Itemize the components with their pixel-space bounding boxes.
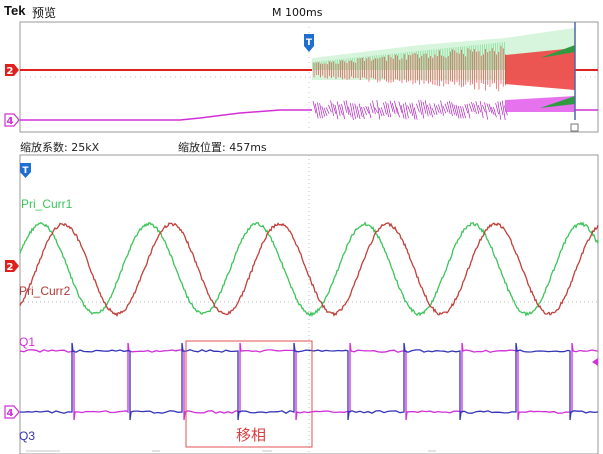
label-q1: Q1 — [19, 335, 35, 349]
label-q3: Q3 — [19, 429, 35, 443]
svg-text:4: 4 — [7, 408, 14, 419]
zoom-position-readout: 缩放位置: 457ms — [178, 141, 267, 154]
phase-shift-box — [185, 340, 313, 448]
ch2-marker-overview[interactable]: 2 — [5, 64, 19, 77]
right-edge-marker — [592, 358, 598, 366]
label-phase-shift: 移相 — [236, 426, 266, 444]
ch4-marker-zoom[interactable]: 4 — [4, 405, 20, 419]
svg-text:2: 2 — [7, 262, 14, 273]
overview-ch4-trace — [20, 109, 312, 121]
ch3-q3-trace — [19, 342, 599, 421]
mode-label: 预览 — [32, 6, 57, 20]
zoom-window-handle[interactable] — [570, 123, 579, 132]
label-pri-curr1: Pri_Curr1 — [21, 197, 73, 211]
trigger-marker-overview[interactable]: T — [304, 34, 314, 52]
ch1-pri-curr1-trace — [19, 221, 599, 318]
ch4-q1-trace — [19, 342, 599, 421]
ch4-marker-overview[interactable]: 4 — [4, 113, 20, 127]
zoom-factor-readout: 缩放系数: 25kX — [20, 141, 100, 154]
svg-text:2: 2 — [7, 66, 14, 77]
ch2-marker-zoom[interactable]: 2 — [5, 260, 19, 273]
timebase-readout: M 100ms — [272, 6, 323, 19]
overview-ch2-block — [505, 48, 575, 90]
svg-text:T: T — [22, 166, 29, 176]
label-pri-curr2: Pri_Curr2 — [19, 284, 71, 298]
brand-logo: Tek — [4, 3, 26, 18]
overview-ch2-burst — [313, 46, 506, 92]
svg-text:4: 4 — [7, 116, 14, 127]
trigger-marker-zoom[interactable]: T — [20, 163, 31, 178]
zoom-graticule — [19, 154, 599, 454]
svg-text:T: T — [306, 38, 313, 48]
ch2-pri-curr2-trace — [19, 222, 599, 318]
overview-ch4-burst — [312, 99, 508, 121]
